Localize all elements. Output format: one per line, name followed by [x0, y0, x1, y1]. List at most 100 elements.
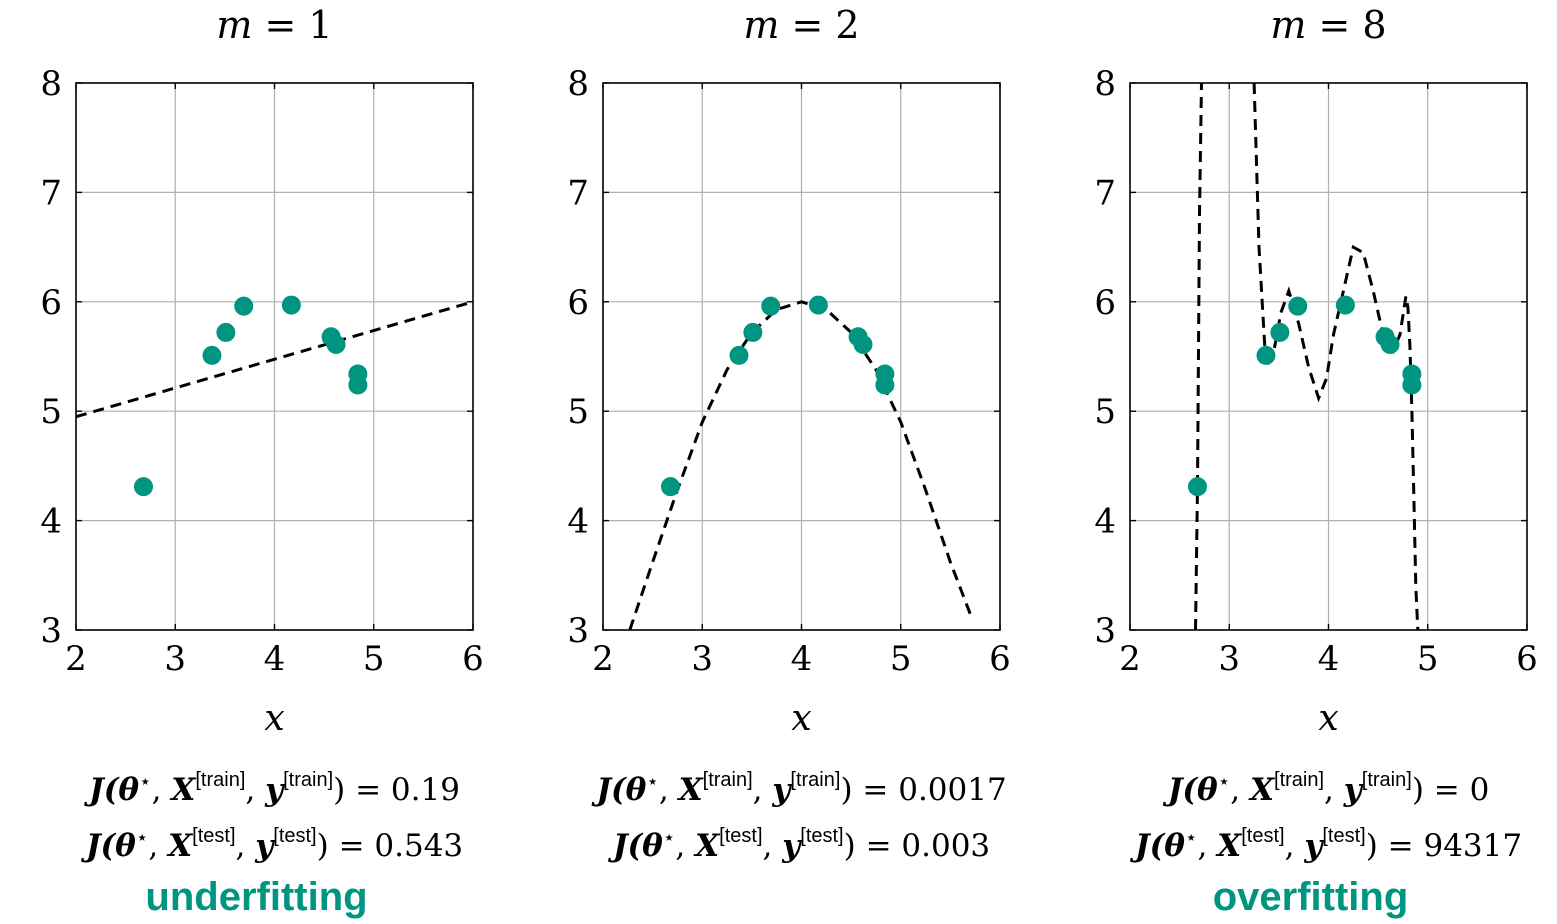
loss-matrix-x: X [693, 828, 721, 864]
y-tick-label: 3 [567, 611, 589, 651]
loss-vector-y: y [1303, 828, 1324, 864]
loss-comma: , [675, 828, 695, 864]
title-variable: m [743, 3, 779, 47]
data-point [281, 295, 301, 315]
x-tick-label: 3 [1218, 639, 1240, 679]
x-axis-label: x [1318, 698, 1338, 739]
loss-star: ⋆ [663, 825, 676, 849]
x-tick-label: 5 [1417, 639, 1439, 679]
loss-comma: , [152, 772, 172, 808]
data-point [1335, 295, 1355, 315]
panel-title: m = 1 [216, 3, 332, 47]
loss-matrix-x: X [677, 772, 705, 808]
y-tick-label: 6 [567, 283, 589, 323]
x-tick-label: 6 [1516, 639, 1538, 679]
y-tick-label: 8 [567, 64, 589, 104]
loss-vector-y: y [1343, 772, 1364, 808]
y-tick-label: 5 [40, 392, 62, 432]
data-point [729, 345, 749, 365]
loss-comma: , [148, 828, 168, 864]
loss-comma: , [1324, 772, 1344, 808]
x-axis-label: x [791, 698, 811, 739]
loss-star: ⋆ [139, 769, 152, 793]
y-tick-label: 4 [1094, 502, 1116, 542]
loss-superscript-y: [test] [273, 825, 316, 847]
loss-comma: , [245, 772, 265, 808]
plot-frame [602, 82, 1001, 631]
y-tick-label: 7 [567, 173, 589, 213]
loss-superscript-x: [test] [719, 825, 762, 847]
fit-curve [76, 300, 473, 419]
x-tick-label: 4 [264, 639, 286, 679]
x-tick-label: 3 [691, 639, 713, 679]
plot-frame [1129, 82, 1528, 631]
train-loss: J(θ⋆, X[train], y[train]) = 0 [1163, 769, 1490, 808]
x-tick-label: 5 [890, 639, 912, 679]
data-point [1402, 375, 1422, 395]
x-tick-label: 6 [462, 639, 484, 679]
data-point [133, 477, 153, 497]
train-loss: J(θ⋆, X[train], y[train]) = 0.0017 [591, 769, 1006, 808]
y-tick-label: 3 [1094, 611, 1116, 651]
loss-comma: , [753, 772, 773, 808]
data-point [1380, 334, 1400, 354]
x-axis-label-text: x [791, 698, 811, 739]
fit-label-text: overfitting [1213, 875, 1409, 919]
loss-value: ) = 0 [1412, 772, 1490, 808]
loss-superscript-y: [train] [790, 769, 840, 791]
loss-comma: , [1230, 772, 1250, 808]
panel-title: m = 8 [1270, 3, 1386, 47]
loss-value: ) = 0.19 [333, 772, 460, 808]
loss-matrix-x: X [1248, 772, 1276, 808]
loss-star: ⋆ [646, 769, 659, 793]
loss-value: ) = 0.543 [317, 828, 464, 864]
data-point [348, 375, 368, 395]
title-equation: = 1 [252, 3, 332, 47]
panel-title: m = 2 [743, 3, 859, 47]
test-loss: J(θ⋆, X[test], y[test]) = 0.003 [608, 825, 990, 864]
x-axis-label: x [264, 698, 284, 739]
y-tick-label: 8 [40, 64, 62, 104]
loss-superscript-y: [test] [800, 825, 843, 847]
loss-matrix-x: X [166, 828, 194, 864]
title-equation: = 2 [779, 3, 859, 47]
y-tick-label: 6 [1094, 283, 1116, 323]
x-tick-label: 2 [1119, 639, 1141, 679]
data-point [202, 345, 222, 365]
loss-vector-y: y [264, 772, 285, 808]
y-tick-label: 5 [567, 392, 589, 432]
data-point [761, 296, 781, 316]
data-point [234, 296, 254, 316]
loss-superscript-x: [train] [703, 769, 753, 791]
loss-superscript-y: [test] [1322, 825, 1365, 847]
loss-comma: , [236, 828, 256, 864]
loss-lhs: J(θ [1130, 828, 1185, 864]
y-tick-label: 5 [1094, 392, 1116, 432]
test-loss: J(θ⋆, X[test], y[test]) = 94317 [1130, 825, 1522, 864]
loss-comma: , [763, 828, 783, 864]
title-variable: m [1270, 3, 1306, 47]
loss-lhs: J(θ [591, 772, 646, 808]
x-axis-label-text: x [1318, 698, 1338, 739]
loss-lhs: J(θ [81, 828, 136, 864]
loss-comma: , [1285, 828, 1305, 864]
x-tick-label: 6 [989, 639, 1011, 679]
loss-superscript-y: [train] [283, 769, 333, 791]
x-tick-label: 5 [363, 639, 385, 679]
y-tick-label: 3 [40, 611, 62, 651]
x-tick-label: 3 [164, 639, 186, 679]
plot-frame [75, 82, 474, 631]
loss-vector-y: y [254, 828, 275, 864]
loss-vector-y: y [771, 772, 792, 808]
loss-superscript-x: [train] [195, 769, 245, 791]
test-loss: J(θ⋆, X[test], y[test]) = 0.543 [81, 825, 463, 864]
data-point [1270, 322, 1290, 342]
x-tick-label: 4 [791, 639, 813, 679]
data-point [808, 295, 828, 315]
data-point [875, 375, 895, 395]
data-point [1187, 477, 1207, 497]
loss-vector-y: y [781, 828, 802, 864]
loss-superscript-x: [test] [192, 825, 235, 847]
title-equation: = 8 [1306, 3, 1386, 47]
